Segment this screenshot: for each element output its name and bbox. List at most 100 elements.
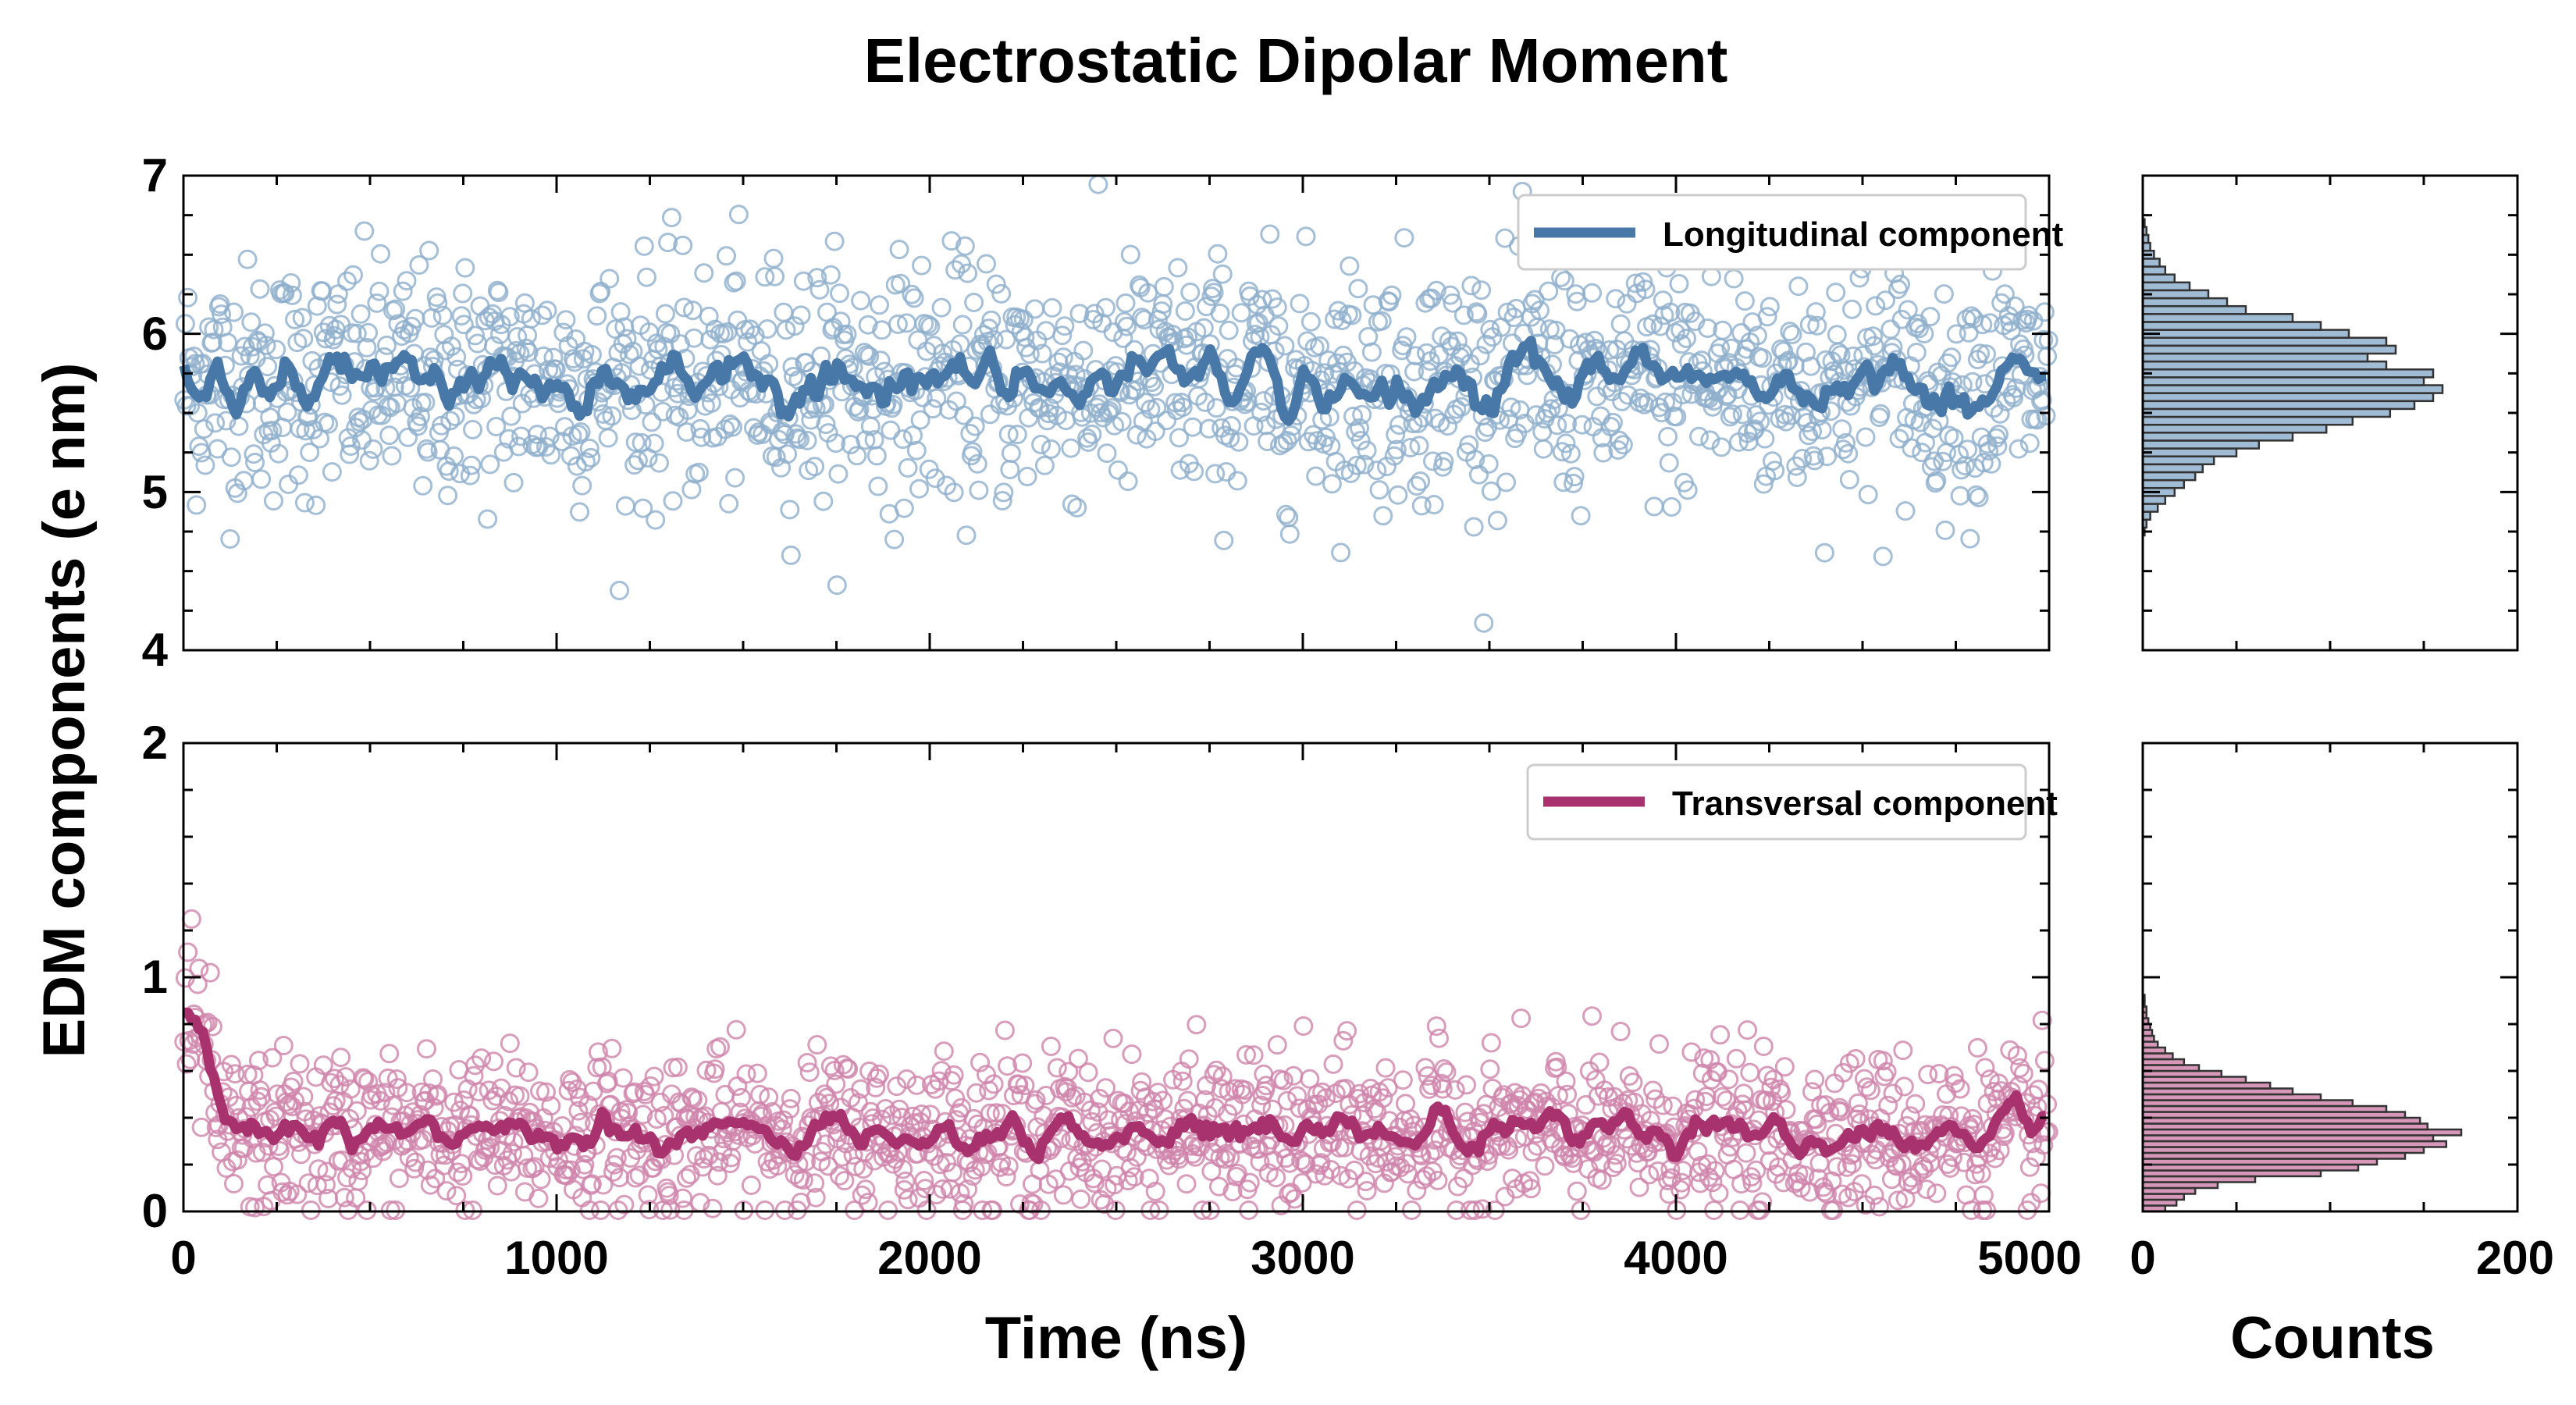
- scatter-point: [1415, 1058, 1436, 1078]
- scatter-point: [644, 1066, 664, 1087]
- scatter-point: [1394, 228, 1414, 248]
- scatter-point: [1367, 461, 1387, 481]
- transversal-histogram-ticks: [2141, 742, 2519, 1213]
- scatter-point: [1287, 1086, 1308, 1106]
- histogram-bar: [2141, 384, 2444, 394]
- scatter-point: [500, 1033, 520, 1054]
- scatter-point: [465, 325, 486, 346]
- scatter-point: [848, 1093, 868, 1113]
- scatter-point: [2033, 1135, 2054, 1155]
- scatter-point: [1332, 311, 1352, 330]
- scatter-point: [407, 416, 428, 436]
- scatter-point: [1635, 279, 1656, 300]
- scatter-point: [294, 493, 315, 513]
- scatter-point: [1753, 1037, 1774, 1056]
- scatter-point: [660, 324, 681, 344]
- scatter-point: [383, 1095, 403, 1115]
- scatter-point: [637, 267, 656, 287]
- scatter-point: [1629, 1177, 1649, 1197]
- scatter-point: [1455, 1102, 1475, 1122]
- scatter-point: [1699, 1167, 1719, 1187]
- scatter-point: [1946, 324, 1966, 344]
- scatter-point: [178, 942, 198, 962]
- scatter-point: [269, 443, 289, 464]
- scatter-point: [1857, 1077, 1877, 1097]
- scatter-point: [1665, 1144, 1685, 1165]
- scatter-point: [1617, 293, 1637, 314]
- scatter-point: [1935, 520, 1955, 540]
- scatter-point: [454, 315, 474, 335]
- scatter-point: [728, 205, 749, 225]
- scatter-point: [1073, 340, 1094, 361]
- scatter-point: [1130, 1100, 1149, 1120]
- scatter-point: [1735, 1100, 1755, 1120]
- scatter-point: [977, 254, 996, 274]
- scatter-point: [500, 307, 520, 327]
- scatter-point: [1042, 297, 1062, 318]
- scatter-point: [1656, 392, 1675, 412]
- scatter-point: [986, 274, 1006, 294]
- scatter-point: [1592, 1170, 1612, 1190]
- scatter-point: [1154, 276, 1174, 297]
- scatter-point: [325, 1069, 345, 1089]
- scatter-point: [2032, 1010, 2052, 1030]
- scatter-point: [1423, 451, 1443, 471]
- scatter-point: [1051, 1129, 1071, 1148]
- scatter-point: [710, 1037, 730, 1057]
- scatter-point: [1205, 1097, 1226, 1118]
- scatter-point: [1369, 480, 1389, 500]
- scatter-point: [1328, 301, 1348, 321]
- scatter-point: [247, 1091, 268, 1112]
- longitudinal-panel: 4 5 6 7 Longitudinal component: [142, 149, 2064, 676]
- scatter-point: [642, 412, 662, 432]
- scatter-point: [560, 1160, 581, 1180]
- scatter-point: [709, 1152, 729, 1172]
- scatter-point: [1548, 398, 1568, 418]
- scatter-point: [503, 1132, 524, 1152]
- scatter-point: [283, 1071, 304, 1091]
- scatter-point: [1296, 226, 1316, 247]
- scatter-point: [205, 413, 226, 433]
- scatter-point: [440, 411, 461, 431]
- histogram-bar: [2141, 281, 2191, 292]
- scatter-point: [1893, 1040, 1913, 1061]
- scatter-point: [791, 305, 811, 325]
- scatter-point: [1386, 439, 1407, 460]
- scatter-point: [912, 255, 932, 276]
- scatter-point: [1832, 419, 1852, 439]
- scatter-point: [478, 509, 498, 529]
- scatter-point: [1434, 451, 1454, 471]
- scatter-point: [1407, 476, 1427, 496]
- scatter-point: [1292, 1172, 1312, 1193]
- scatter-point: [1898, 1172, 1918, 1192]
- scatter-point: [677, 1168, 696, 1188]
- scatter-point: [1004, 1086, 1023, 1106]
- scatter-point: [1788, 276, 1809, 297]
- scatter-point: [1169, 428, 1189, 448]
- scatter-point: [1097, 443, 1117, 464]
- scatter-point: [1176, 335, 1197, 355]
- scatter-point: [1254, 391, 1274, 411]
- scatter-point: [602, 406, 622, 426]
- scatter-point: [906, 1075, 927, 1095]
- scatter-point: [1419, 1079, 1439, 1099]
- scatter-point: [1966, 485, 1987, 505]
- scatter-point: [1331, 542, 1351, 563]
- scatter-point: [1507, 1129, 1528, 1149]
- scatter-point: [1723, 404, 1742, 425]
- scatter-point: [176, 1054, 197, 1074]
- scatter-point: [1323, 1054, 1343, 1074]
- scatter-point: [1034, 455, 1055, 475]
- scatter-point: [1126, 380, 1146, 400]
- scatter-point: [382, 446, 402, 466]
- scatter-point: [980, 1103, 1000, 1123]
- histogram-bar: [2141, 273, 2176, 284]
- scatter-point: [904, 288, 924, 308]
- histogram-bar: [2141, 392, 2435, 403]
- scatter-point: [350, 1151, 371, 1172]
- scatter-point: [1227, 471, 1247, 491]
- scatter-point: [1145, 422, 1165, 441]
- scatter-point: [288, 465, 308, 486]
- scatter-point: [1026, 1090, 1046, 1110]
